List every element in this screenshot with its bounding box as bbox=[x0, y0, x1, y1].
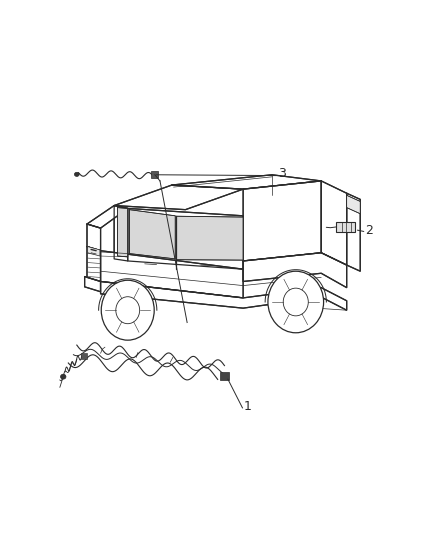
Polygon shape bbox=[114, 185, 243, 209]
Polygon shape bbox=[87, 206, 128, 228]
Ellipse shape bbox=[283, 288, 308, 316]
Ellipse shape bbox=[268, 271, 324, 333]
Polygon shape bbox=[85, 277, 101, 292]
Polygon shape bbox=[101, 281, 346, 310]
Polygon shape bbox=[346, 195, 360, 214]
Ellipse shape bbox=[101, 280, 154, 340]
Polygon shape bbox=[346, 193, 360, 271]
Polygon shape bbox=[114, 206, 128, 261]
Polygon shape bbox=[321, 181, 346, 265]
Ellipse shape bbox=[60, 374, 66, 379]
Bar bbox=[81, 353, 87, 359]
Polygon shape bbox=[176, 216, 243, 260]
Bar bbox=[152, 171, 158, 177]
Bar bbox=[220, 372, 229, 380]
Ellipse shape bbox=[74, 172, 79, 176]
Polygon shape bbox=[129, 209, 175, 259]
Text: 3: 3 bbox=[278, 167, 286, 181]
Polygon shape bbox=[87, 247, 101, 281]
Ellipse shape bbox=[116, 297, 140, 324]
Polygon shape bbox=[243, 253, 346, 288]
Bar bbox=[336, 222, 355, 232]
Text: 1: 1 bbox=[244, 400, 252, 413]
Text: 2: 2 bbox=[365, 224, 373, 237]
Polygon shape bbox=[87, 224, 101, 251]
Polygon shape bbox=[88, 247, 100, 256]
Polygon shape bbox=[117, 207, 128, 257]
Polygon shape bbox=[243, 181, 321, 261]
Polygon shape bbox=[128, 208, 243, 269]
Polygon shape bbox=[101, 251, 243, 298]
Polygon shape bbox=[172, 175, 321, 189]
